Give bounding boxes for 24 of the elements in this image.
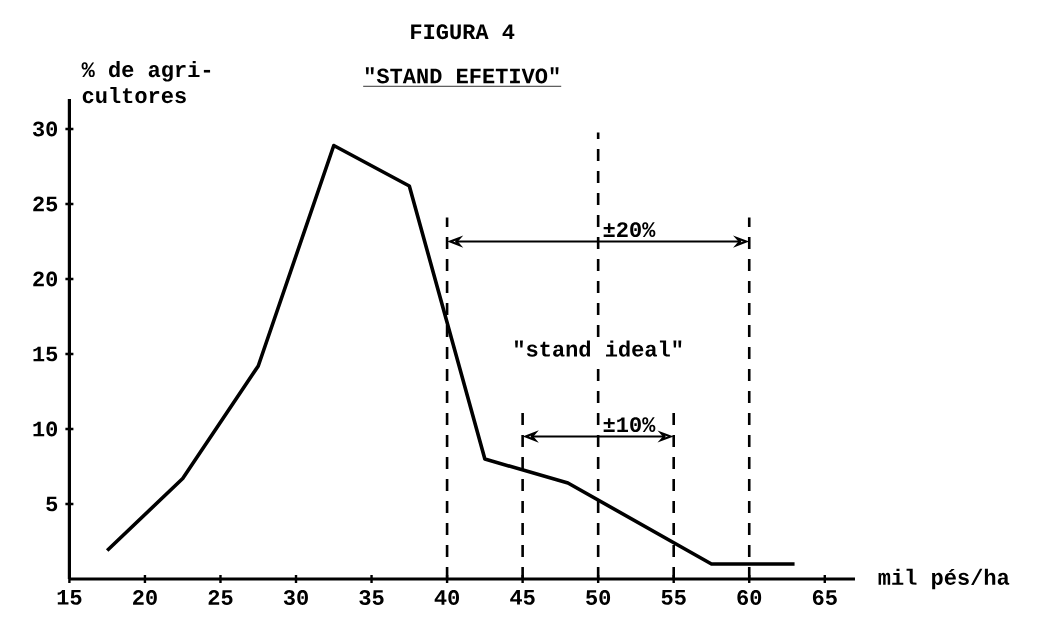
x-tick-label: 45 [510,590,535,605]
x-tick-label: 60 [737,590,762,605]
x-axis-title: mil pés/ha [878,568,1010,590]
x-tick-label: 15 [57,590,82,605]
y-tick-label: 30 [32,121,58,137]
chart-title: FIGURA 4 [411,24,515,40]
x-tick-label: 55 [661,590,686,605]
x-tick-label: 50 [586,590,611,605]
x-tick-label: 20 [133,590,157,605]
chart-subtitle: "STAND EFETIVO" [365,67,559,84]
x-tick-label: 65 [812,590,837,605]
y-tick-label: 10 [33,421,58,437]
x-tick-label: 35 [359,590,384,606]
ref-line-label: "stand ideal" [515,340,682,357]
y-tick-label: 25 [33,196,58,212]
annotation: ±10% [603,417,656,433]
y-tick-label: 20 [33,271,58,287]
x-tick-label: 40 [434,590,459,605]
x-tick-label: 30 [283,590,308,606]
y-tick-label: 15 [33,346,58,362]
annotation: ±20% [603,222,656,238]
x-tick-label: 25 [208,590,233,605]
y-axis-title: % de agri-cultores [81,61,211,104]
y-tick-label: 5 [46,496,58,512]
